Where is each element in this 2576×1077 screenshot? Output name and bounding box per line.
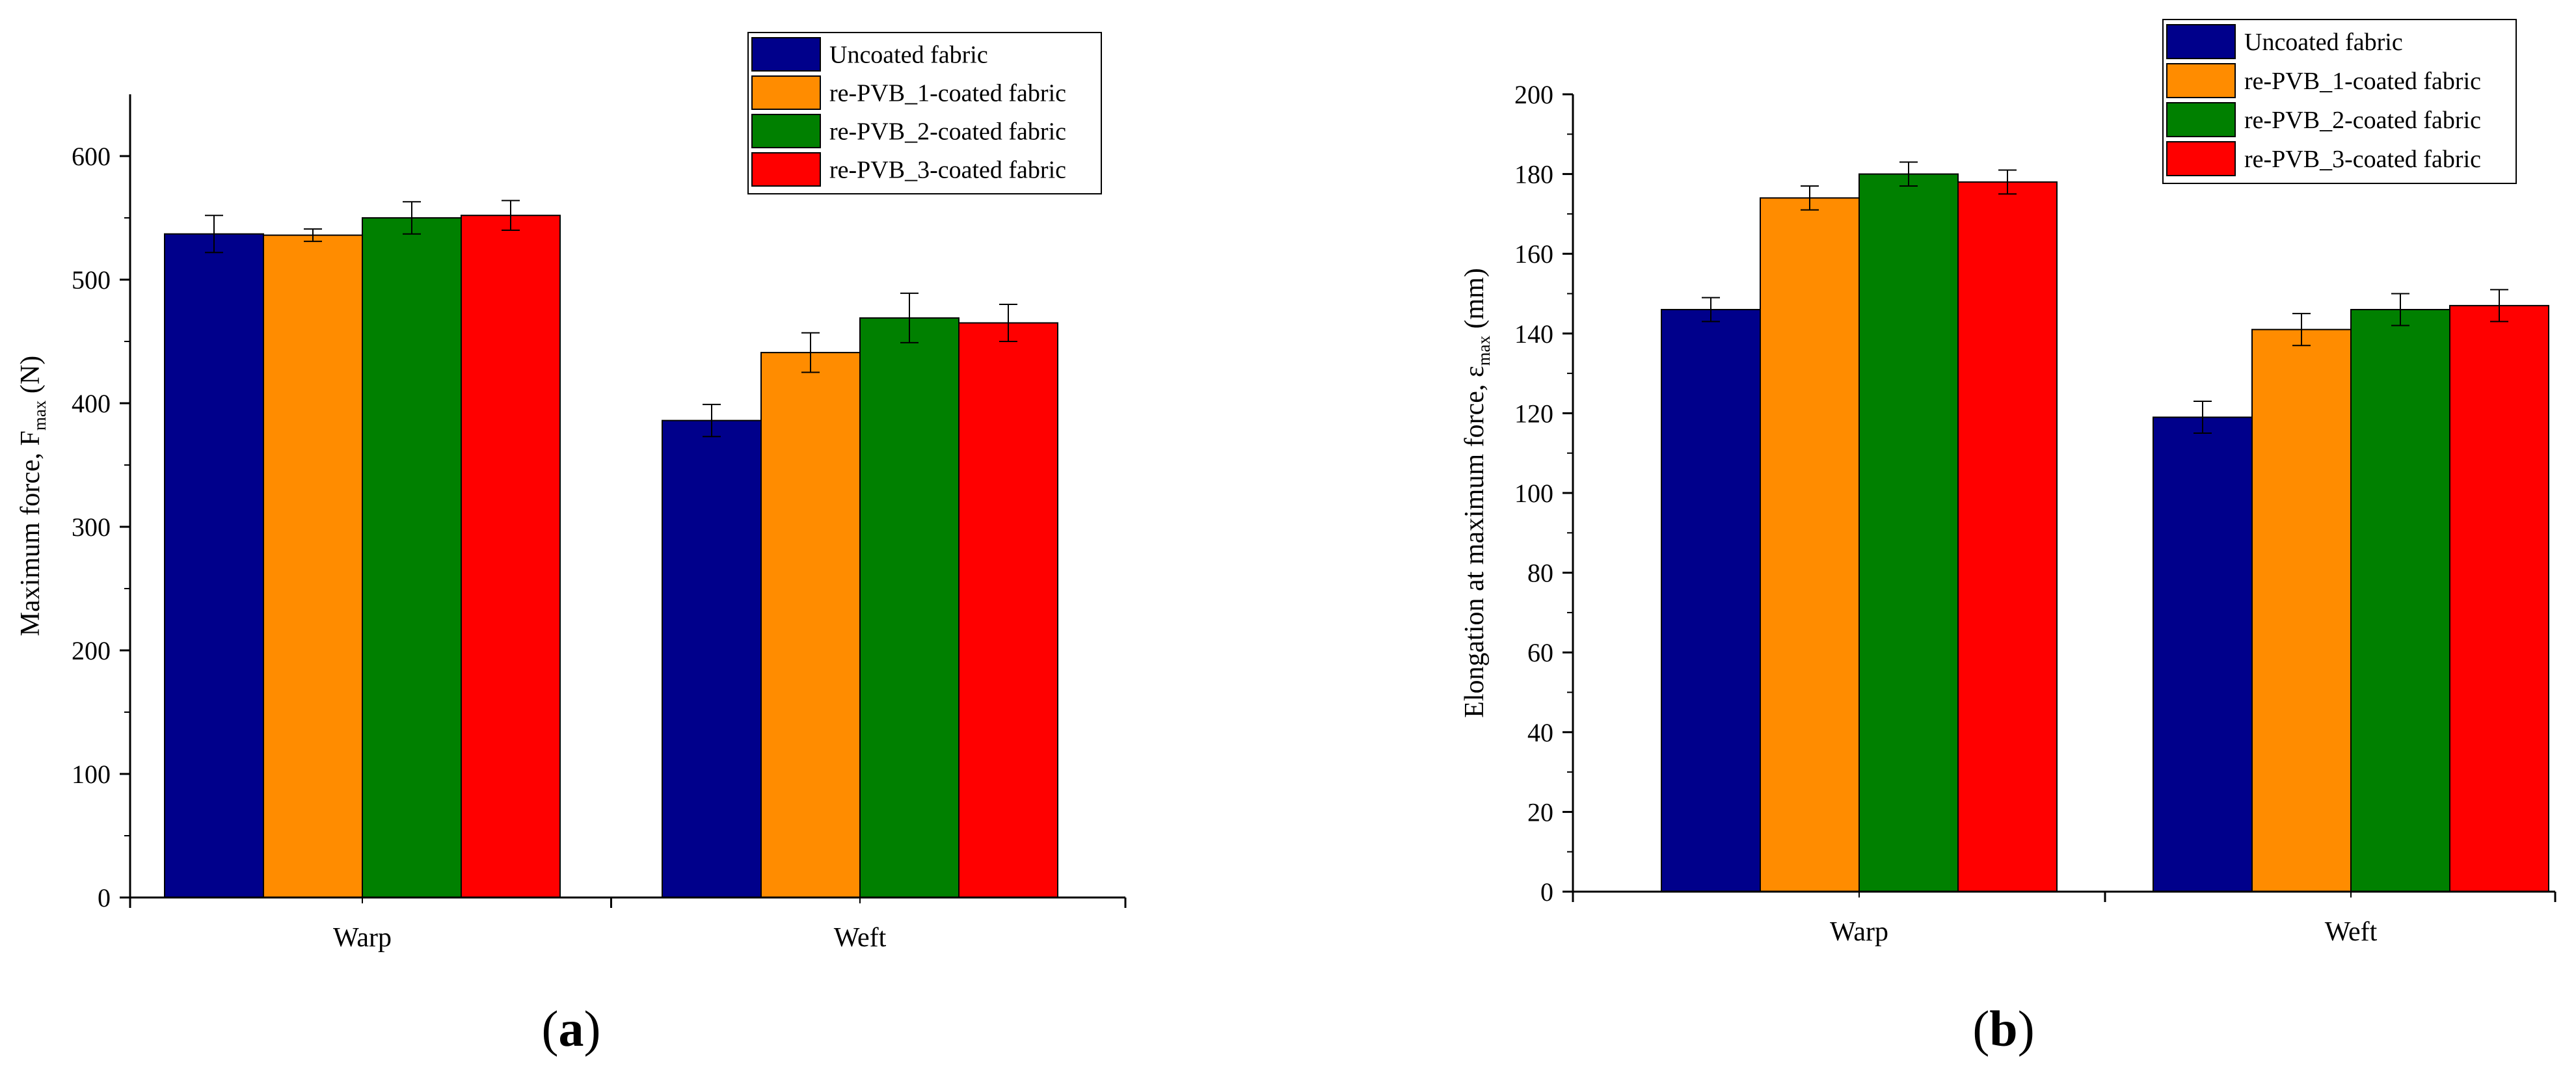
chart-a-y-axis-title: Maximum force, Fmax (N) [16,356,49,636]
chart-a-legend-label-2: re-PVB_2-coated fabric [829,118,1066,146]
chart-b-y-tick-label-120: 120 [1514,399,1553,428]
chart-b-error-bar-3-1 [2490,289,2508,323]
chart-b-error-bar-0-0 [1702,297,1720,323]
chart-b-y-tick-label-0: 0 [1540,877,1553,907]
chart-a-bar-re-pvb-1-coated-fabric-warp [263,234,363,899]
chart-a-error-bar-3-1 [999,304,1017,342]
chart-a-bar-re-pvb-2-coated-fabric-weft [859,317,959,898]
chart-a-bar-uncoated-fabric-warp [164,233,264,898]
chart-b-legend-label-1: re-PVB_1-coated fabric [2244,68,2481,95]
chart-a-error-bar-0-1 [703,403,721,438]
chart-b-legend-swatch-3 [2166,141,2236,176]
chart-a-y-tick-label-300: 300 [72,512,111,542]
chart-a-legend-label-0: Uncoated fabric [829,42,988,69]
chart-b-bar-re-pvb-3-coated-fabric-weft [2449,304,2549,892]
chart-b-legend-swatch-2 [2166,102,2236,137]
chart-a-y-tick-label-0: 0 [98,883,111,912]
chart-b-y-axis-title: Elongation at maximum force, εmax (mm) [1460,268,1494,718]
chart-b-bar-re-pvb-1-coated-fabric-weft [2251,328,2352,893]
chart-a-y-tick-label-600: 600 [72,142,111,171]
chart-a-legend-swatch-2 [751,114,821,148]
chart-b-y-tick-label-180: 180 [1514,160,1553,189]
chart-a-legend-label-1: re-PVB_1-coated fabric [829,80,1066,107]
panel-label-a: (a) [542,1000,601,1057]
chart-b-error-bar-2-1 [2391,293,2409,326]
chart-b-bar-re-pvb-1-coated-fabric-warp [1760,197,1860,892]
chart-a-bar-re-pvb-2-coated-fabric-warp [362,217,462,898]
chart-a-y-tick-label-200: 200 [72,636,111,665]
chart-b-error-bar-1-0 [1801,185,1819,211]
chart-b-legend-swatch-1 [2166,63,2236,98]
chart-a-bar-re-pvb-1-coated-fabric-weft [760,352,861,898]
chart-a-bar-re-pvb-3-coated-fabric-weft [958,322,1058,898]
chart-b-category-label-warp: Warp [1830,917,1888,947]
chart-a-legend-swatch-0 [751,37,821,72]
panel-label-b: (b) [1972,1000,2034,1057]
chart-b-legend-label-0: Uncoated fabric [2244,29,2403,56]
chart-b-error-bar-1-1 [2292,313,2311,347]
chart-a-error-bar-1-0 [304,228,322,243]
chart-a-legend: Uncoated fabric re-PVB_1-coated fabric re-… [747,32,1102,194]
chart-a-legend-swatch-1 [751,75,821,110]
chart-b: 0 20 40 60 80 100 120 140 160 180 200 Warp Weft Elong… [1460,19,2556,947]
chart-a-bar-uncoated-fabric-weft [662,419,762,898]
chart-a-y-tick-label-100: 100 [72,760,111,789]
chart-b-error-bar-0-1 [2194,401,2212,434]
chart-a-legend-swatch-3 [751,152,821,187]
chart-b-legend-label-3: re-PVB_3-coated fabric [2244,146,2481,173]
chart-b-y-tick-label-20: 20 [1527,797,1553,827]
chart-b-bar-uncoated-fabric-weft [2153,416,2253,892]
chart-b-bar-re-pvb-2-coated-fabric-warp [1858,173,1959,893]
chart-b-bar-uncoated-fabric-warp [1661,309,1761,892]
chart-a-y-tick-label-500: 500 [72,265,111,295]
chart-a-error-bar-2-1 [900,292,919,343]
chart-b-y-tick-label-80: 80 [1527,559,1553,588]
chart-b-error-bar-2-0 [1899,161,1918,187]
chart-b-legend-label-2: re-PVB_2-coated fabric [2244,107,2481,134]
chart-b-y-tick-label-100: 100 [1514,479,1553,508]
chart-b-bar-re-pvb-3-coated-fabric-warp [1957,181,2058,892]
chart-b-y-tick-label-140: 140 [1514,319,1553,349]
chart-a-y-tick-label-400: 400 [72,389,111,418]
chart-b-y-tick-label-60: 60 [1527,638,1553,667]
chart-a-error-bar-2-0 [403,201,421,235]
chart-b-legend: Uncoated fabric re-PVB_1-coated fabric re-… [2162,19,2517,184]
chart-a-error-bar-0-0 [205,215,223,254]
chart-a: 0 100 200 300 400 500 600 Warp Weft Maximum force… [16,32,1127,953]
chart-a-bar-re-pvb-3-coated-fabric-warp [461,215,561,899]
chart-b-y-tick-label-160: 160 [1514,239,1553,269]
chart-a-category-label-warp: Warp [333,923,392,953]
chart-b-error-bar-3-0 [1998,169,2017,195]
chart-a-legend-label-3: re-PVB_3-coated fabric [829,157,1066,184]
chart-a-error-bar-1-1 [801,332,820,373]
chart-a-error-bar-3-0 [502,200,520,231]
chart-b-bar-re-pvb-2-coated-fabric-weft [2350,309,2450,892]
chart-b-category-label-weft: Weft [2325,917,2378,947]
chart-b-legend-swatch-0 [2166,24,2236,59]
chart-b-y-tick-label-40: 40 [1527,718,1553,747]
chart-a-category-label-weft: Weft [834,923,887,953]
chart-b-y-tick-label-200: 200 [1514,80,1553,109]
